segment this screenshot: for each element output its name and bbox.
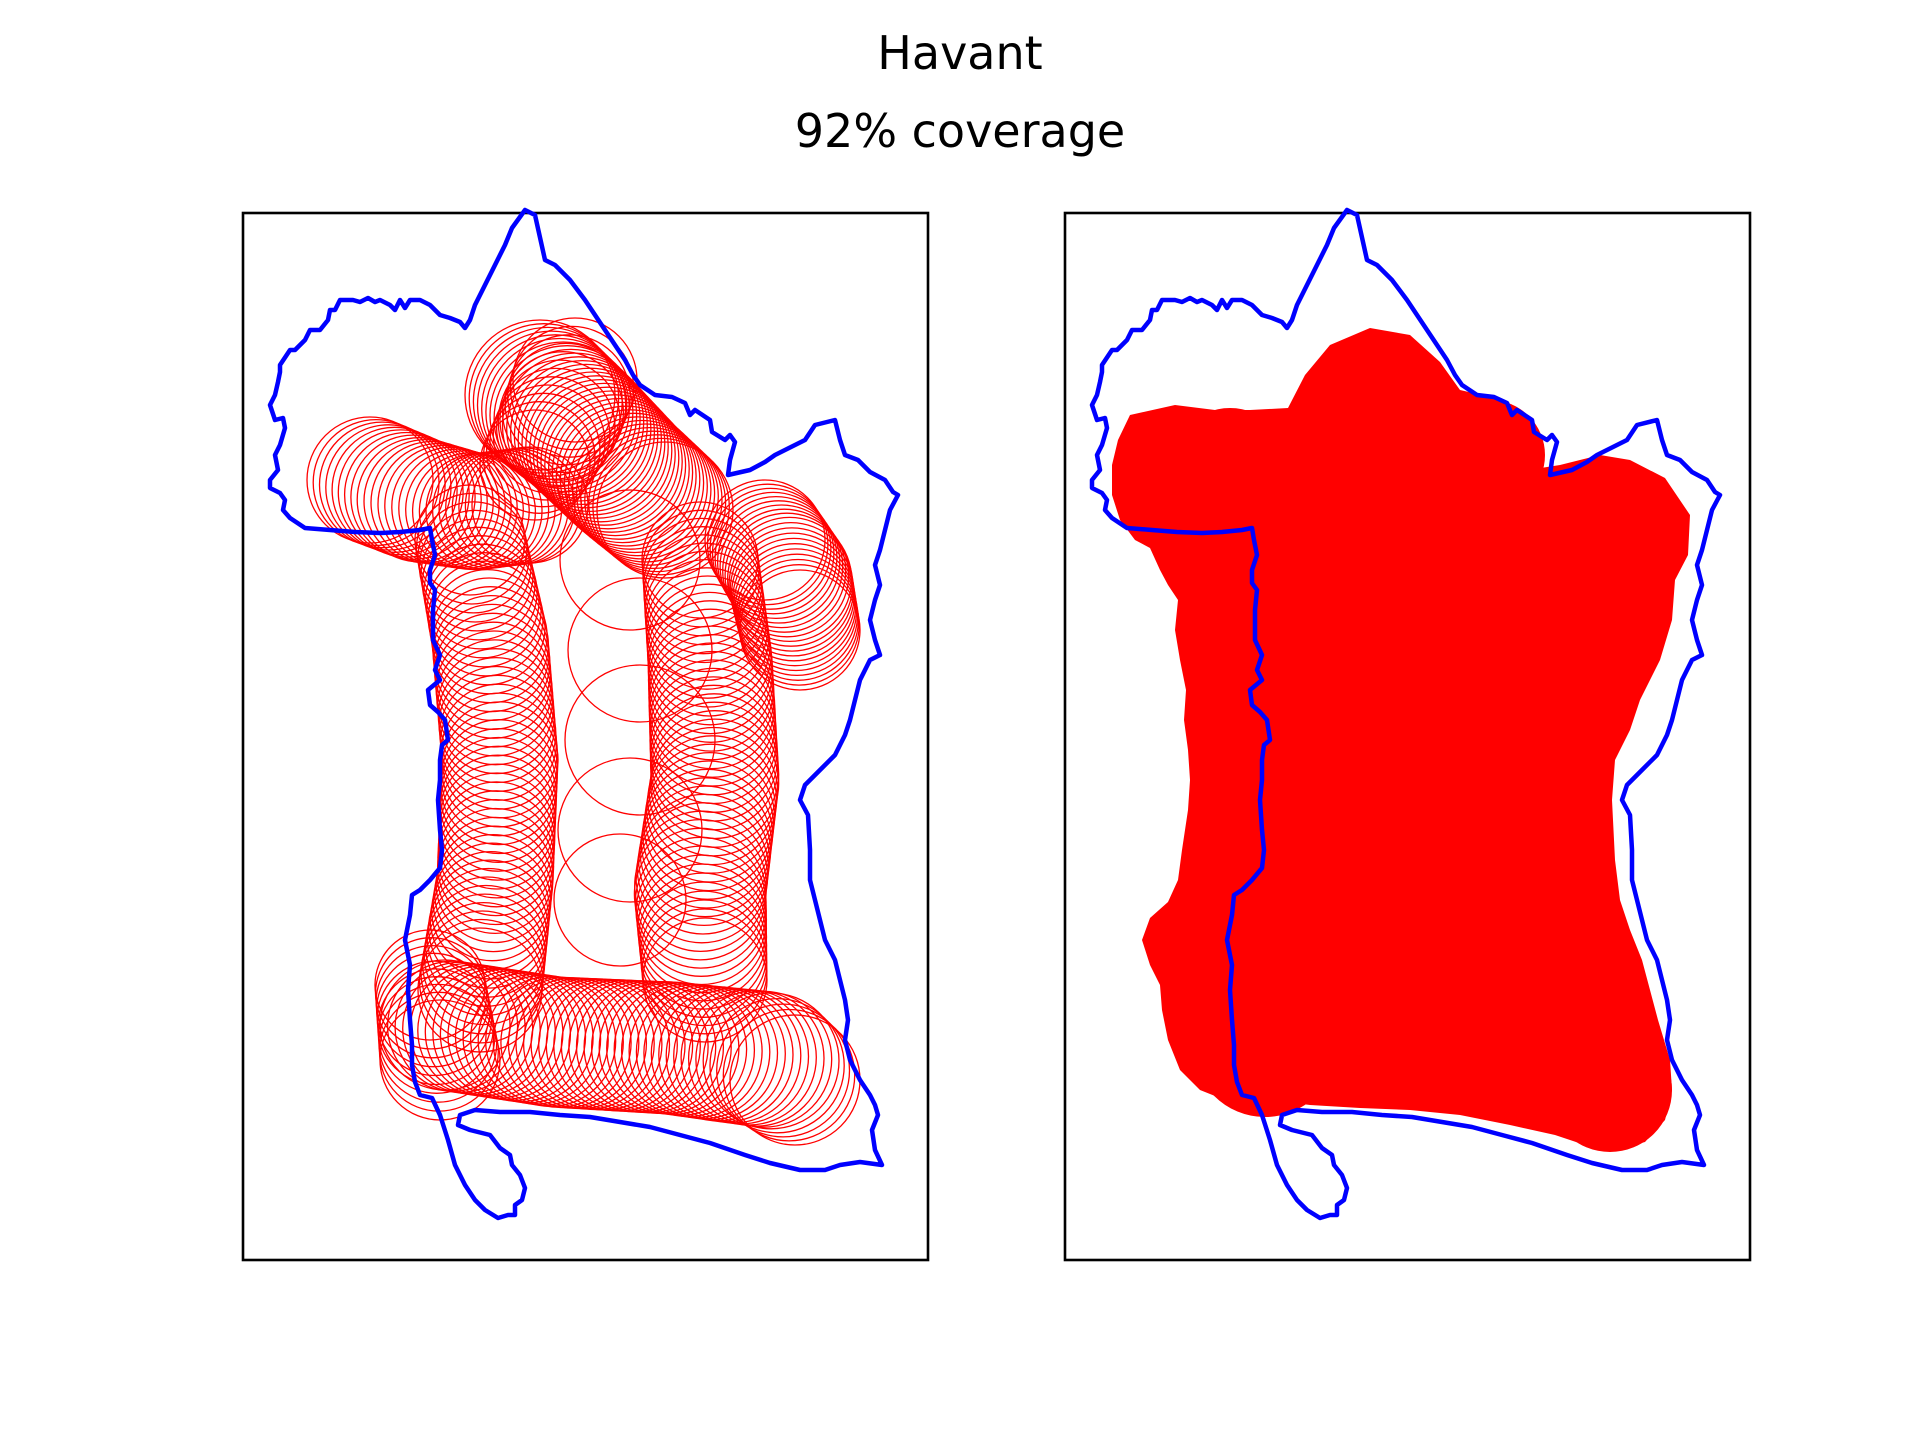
map-panel-circles	[241, 207, 930, 1262]
coverage-circle	[687, 990, 825, 1127]
havant-boundary-right	[1089, 207, 1723, 1221]
coverage-lobe	[1193, 973, 1337, 1117]
coverage-circle	[306, 416, 434, 544]
coverage-circle	[374, 937, 488, 1050]
coverage-circles	[306, 317, 861, 1146]
coverage-circle	[716, 500, 841, 624]
coverage-circle	[564, 664, 716, 816]
figure-title: Havant	[877, 26, 1043, 80]
coverage-circle	[559, 489, 701, 631]
coverage-circle	[563, 412, 705, 554]
coverage-circle	[504, 342, 628, 466]
coverage-circle	[592, 437, 730, 576]
coverage-circle	[716, 1003, 851, 1138]
coverage-lobe	[1318, 333, 1442, 457]
coverage-circle	[567, 577, 713, 723]
coverage-circle	[509, 359, 656, 506]
coverage-circle	[509, 325, 635, 451]
coverage-circle	[499, 359, 621, 481]
coverage-lobe	[1548, 1028, 1672, 1152]
havant-boundary-left	[267, 207, 901, 1221]
coverage-circle	[714, 495, 838, 620]
coverage-circle	[485, 392, 601, 508]
coverage-circle	[722, 1008, 856, 1142]
coverage-circle	[596, 441, 734, 579]
coverage-circle	[427, 560, 544, 677]
coverage-circle	[553, 833, 687, 967]
coverage-circle	[507, 334, 631, 458]
coverage-circle	[501, 351, 625, 474]
coverage-circle	[506, 356, 652, 502]
coverage-circle	[540, 390, 683, 533]
coverage-circle	[489, 341, 638, 490]
coverage-circle	[584, 430, 723, 570]
coverage-circle	[702, 992, 840, 1130]
coverage-circle	[331, 426, 458, 553]
panel-frame-left	[241, 211, 930, 1262]
figure-subtitle: 92% coverage	[794, 104, 1126, 158]
coverage-circle	[709, 487, 832, 610]
coverage-lobe	[1540, 477, 1656, 593]
coverage-circle	[492, 376, 611, 495]
coverage-circle	[489, 384, 606, 501]
coverage-circle	[528, 378, 673, 523]
coverage-circle	[343, 431, 470, 558]
coverage-circle	[547, 397, 690, 540]
coverage-circle	[374, 929, 486, 1041]
coverage-circle	[642, 917, 768, 1043]
coverage-circle	[318, 421, 446, 549]
coverage-lobe	[1168, 408, 1292, 532]
coverage-circle	[739, 569, 861, 691]
coverage-circle	[485, 337, 634, 487]
coverage-circle	[567, 416, 708, 557]
coverage-area	[1112, 328, 1690, 1152]
coverage-circle	[378, 983, 498, 1103]
coverage-circle	[704, 479, 826, 601]
coverage-lobe	[1435, 400, 1545, 510]
coverage-circle	[557, 757, 703, 903]
coverage-circle	[479, 409, 591, 521]
coverage-circle	[695, 990, 833, 1128]
coverage-circle	[709, 997, 845, 1134]
coverage-circle	[575, 423, 716, 563]
coverage-circle	[423, 893, 547, 1017]
map-panel-coverage	[1063, 207, 1752, 1262]
coverage-lobe	[1166, 858, 1310, 1002]
coverage-circle	[532, 382, 676, 526]
coverage-circle	[544, 394, 687, 537]
